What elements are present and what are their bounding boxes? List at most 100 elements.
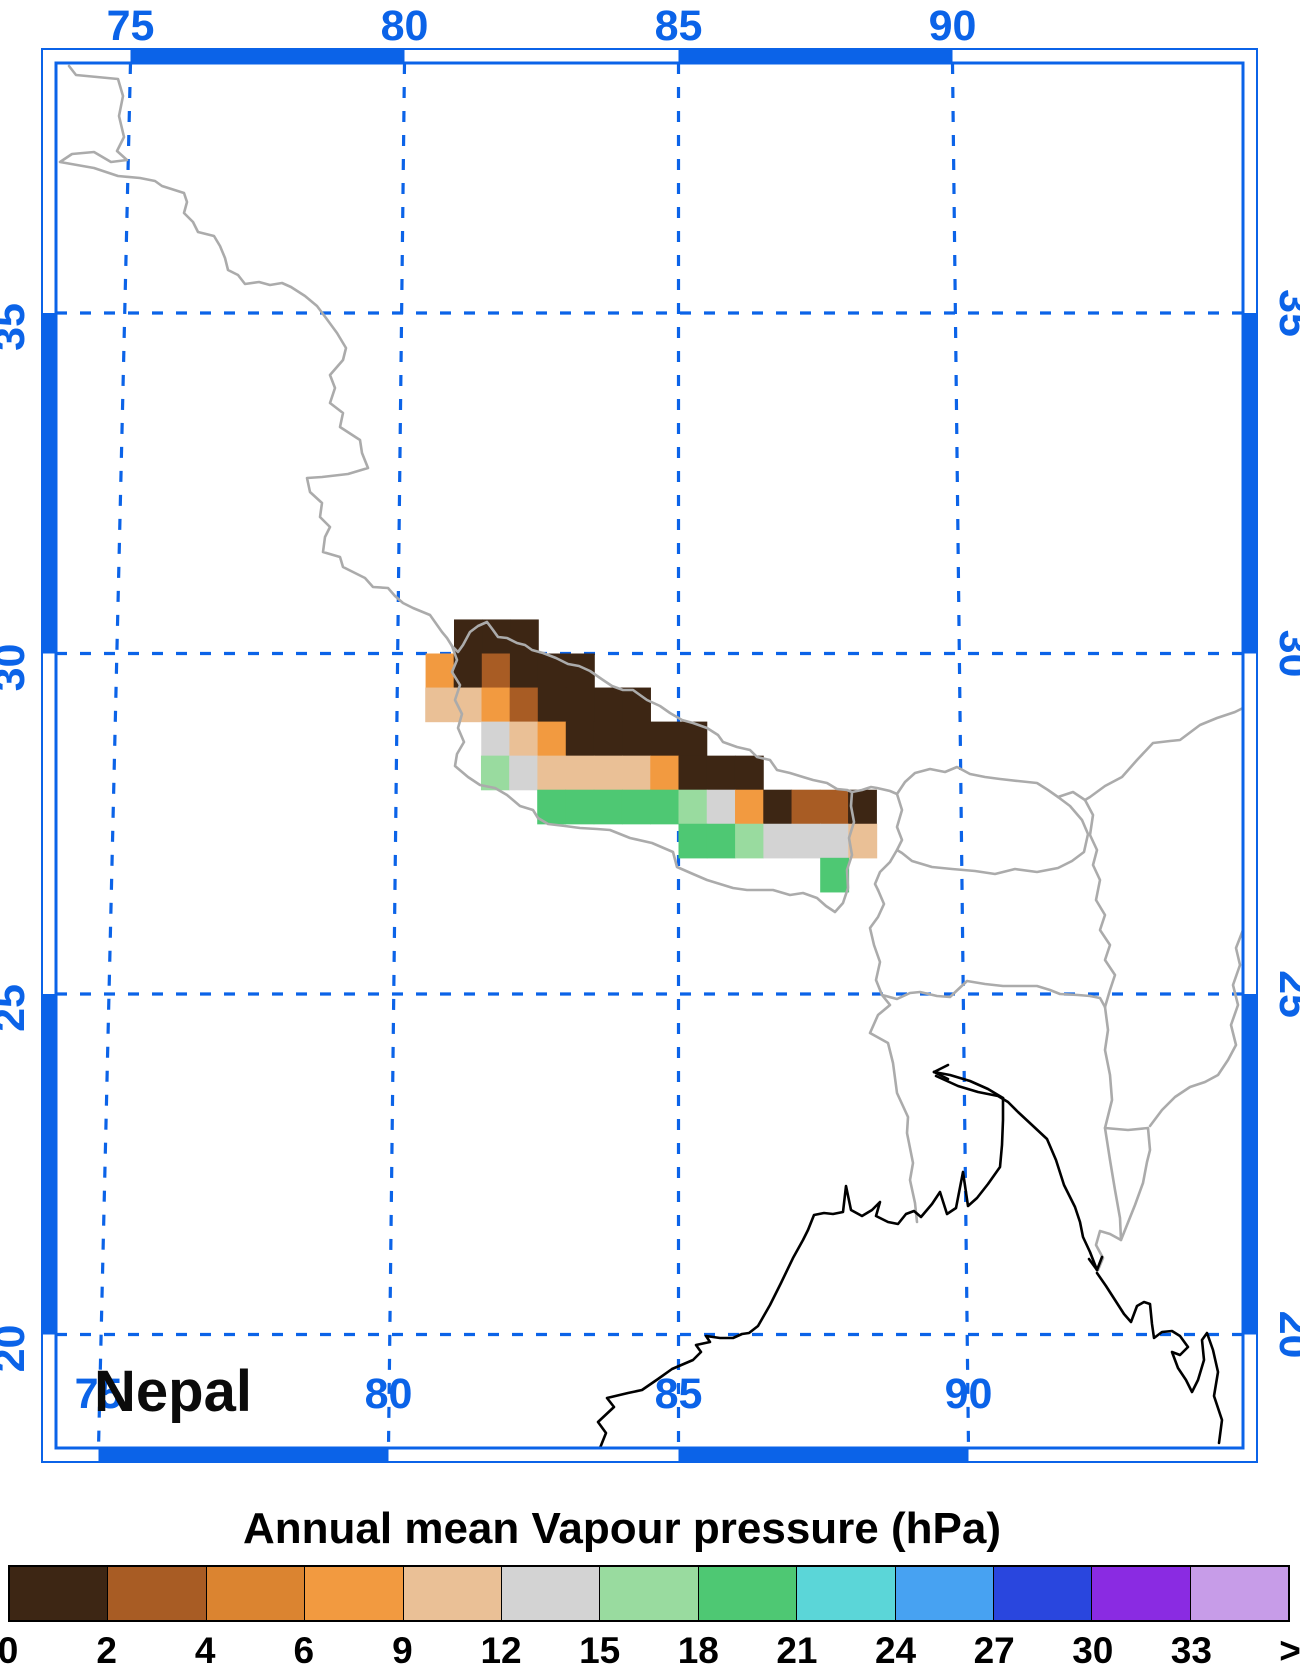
country-border-line [1056, 706, 1245, 802]
colorbar-tick-label: 4 [194, 1630, 216, 1671]
outer-frame [41, 48, 1258, 1463]
colorbar-tick-label: 30 [1072, 1630, 1114, 1671]
left-axis-tick-label: 35 [0, 303, 34, 351]
grid-cell [593, 789, 623, 825]
meridian-gridline [950, 62, 971, 1449]
grid-cell [594, 687, 623, 723]
top-axis-tick-label: 75 [107, 2, 155, 50]
grid-cell [819, 789, 849, 825]
colorbar-tick-label: 15 [579, 1630, 621, 1671]
colorbar-tick-label: 6 [293, 1630, 315, 1671]
frame-zebra-segment [1243, 63, 1256, 313]
grid-cell [678, 789, 708, 825]
frame-zebra-segment [1243, 994, 1256, 1335]
grid-cell [734, 755, 764, 791]
colorbar-tick-label: 24 [874, 1630, 917, 1671]
grid-cell [791, 823, 821, 859]
grid-cell [537, 789, 567, 825]
grid-cell [565, 721, 595, 757]
country-border-line [1103, 1126, 1152, 1242]
meridian-gridline [386, 62, 407, 1449]
top-axis-tick-label: 85 [655, 2, 703, 50]
grid-cell [848, 823, 878, 859]
grid-cell [509, 721, 539, 757]
colorbar-swatch [1189, 1567, 1289, 1620]
grid-cell [622, 721, 651, 757]
colorbar-swatch [10, 1567, 108, 1620]
colorbar-tick-label: 2 [96, 1630, 117, 1671]
grid-cell [537, 653, 567, 689]
grid-cell [650, 789, 680, 825]
frame-zebra-segment [678, 1448, 969, 1461]
coastline-path [1087, 1257, 1099, 1272]
top-axis-tick-label: 80 [381, 2, 429, 50]
axis-labels: 75 80 85 90 75 80 85 90 35 30 25 20 35 30 25 20 [0, 2, 1300, 1418]
top-axis-tick-label: 90 [929, 2, 977, 50]
colorbar-swatch [500, 1567, 600, 1620]
frame-zebra-segment [56, 50, 131, 63]
grid-cell [593, 721, 623, 757]
grid-cell [650, 721, 680, 757]
colorbar [8, 1565, 1290, 1622]
country-border-line [1094, 1005, 1123, 1272]
frame-zebra-segment [56, 1448, 99, 1461]
left-axis-tick-label: 25 [0, 984, 34, 1032]
colorbar-tick-label: 18 [677, 1630, 719, 1671]
region-label: Nepal [94, 1359, 252, 1424]
grid-cell [481, 687, 511, 723]
map-frame [41, 48, 1258, 1463]
grid-cell [650, 755, 680, 791]
coastline-path [596, 1096, 1005, 1450]
bottom-axis-tick-label: 85 [655, 1370, 703, 1418]
country-border-line [450, 644, 856, 914]
left-axis-tick-label: 30 [0, 644, 34, 692]
grid-cell [481, 653, 511, 689]
colorbar-swatch [205, 1567, 305, 1620]
right-axis-tick-label: 35 [1270, 289, 1300, 337]
right-axis-tick-label: 20 [1270, 1311, 1300, 1359]
colorbar-swatch [402, 1567, 501, 1620]
grid-cell [509, 687, 539, 723]
frame-zebra-segment [98, 1448, 389, 1461]
colorbar-swatch [599, 1567, 698, 1620]
grid-cell [480, 755, 510, 791]
country-border-line [880, 979, 1107, 1009]
grid-cell [510, 619, 539, 655]
colorbar-tick-label: 0 [0, 1630, 19, 1671]
colorbar-tick-label: 21 [776, 1630, 818, 1671]
grid-cell [735, 823, 764, 859]
grid-cell [481, 721, 511, 757]
left-axis-tick-label: 20 [0, 1325, 34, 1373]
inner-frame [54, 61, 1245, 1450]
grid-cell [706, 823, 736, 859]
grid-cell [763, 823, 793, 859]
frame-zebra-segment [1243, 313, 1256, 654]
frame-zebra-segment [1243, 1334, 1256, 1448]
colorbar-title: Annual mean Vapour pressure (hPa) [243, 1504, 1001, 1553]
country-borders [58, 64, 1245, 1272]
grid-cell [678, 823, 708, 859]
coastline-path [932, 1063, 950, 1074]
country-border-line [1148, 928, 1245, 1128]
grid-cell [735, 789, 764, 825]
vapour-pressure-cells [425, 619, 878, 893]
colorbar-swatch [894, 1567, 993, 1620]
grid-cell [509, 653, 539, 689]
colorbar-tick-label: 12 [480, 1630, 522, 1671]
colorbar-swatch [1091, 1567, 1190, 1620]
frame-zebra-segment [43, 1334, 56, 1448]
graticule [56, 62, 1243, 1449]
frame-zebra-segment [388, 1448, 679, 1461]
country-border-line [58, 64, 854, 794]
frame-zebra-segment [43, 63, 56, 313]
colorbar-swatch [992, 1567, 1092, 1620]
frame-zebra-segment [1243, 653, 1256, 994]
grid-cell [622, 755, 651, 791]
coastline-path [932, 1070, 1005, 1100]
bottom-axis-tick-label: 90 [945, 1370, 993, 1418]
grid-cell [509, 755, 539, 791]
grid-cell [621, 789, 651, 825]
grid-cell [425, 687, 454, 723]
colorbar-tick-label: > [1279, 1630, 1300, 1671]
